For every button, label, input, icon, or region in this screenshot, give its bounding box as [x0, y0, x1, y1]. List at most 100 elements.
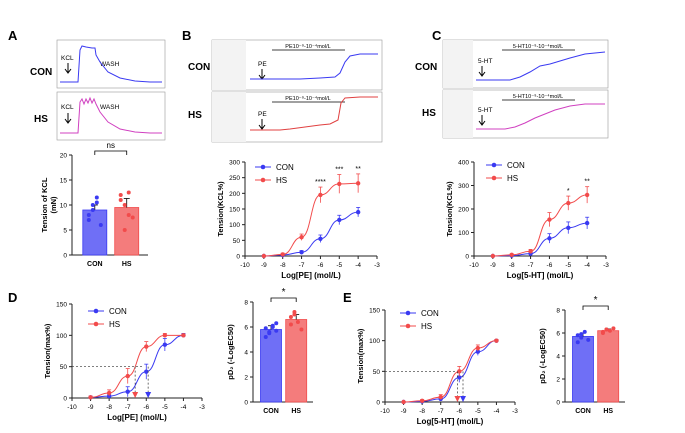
- bar-hs: [597, 330, 620, 403]
- data-point-con: [457, 375, 462, 380]
- y-tick-label: 0: [236, 254, 240, 261]
- legend-label-con: CON: [507, 161, 525, 170]
- legend-label-con: CON: [276, 163, 294, 172]
- data-point-hs: [355, 181, 361, 186]
- data-point-hs: [584, 192, 590, 198]
- arrow-down-icon: [478, 115, 486, 126]
- data-point-hs: [600, 331, 605, 335]
- significance-bracket: [582, 305, 609, 310]
- x-tick-label: -3: [374, 262, 380, 269]
- chart-a-bar: 0 5 10 15 20 Tension of KCL (mN) CON HS ns: [40, 141, 148, 268]
- data-point-con: [337, 217, 342, 223]
- trace-pe-label-hs: PE: [258, 111, 267, 118]
- data-point-con: [586, 337, 591, 342]
- y-tick-label: 8: [244, 300, 248, 307]
- arrow-down-icon: [258, 119, 266, 130]
- x-tick-label: -10: [380, 408, 390, 415]
- trace-bar-label-c-con: 5-HT10⁻⁹-10⁻⁴mol/L: [513, 43, 563, 50]
- significance-label: ****: [315, 179, 326, 186]
- y-tick-label: 5: [63, 228, 67, 235]
- x-tick-label: -7: [528, 262, 534, 269]
- data-point-con: [90, 208, 95, 212]
- data-point-con: [98, 223, 103, 227]
- x-tick-label: -9: [88, 404, 94, 411]
- legend-marker: [491, 175, 497, 181]
- x-tick-label: HS: [122, 261, 132, 268]
- y-tick-label: 0: [556, 400, 560, 407]
- y-axis-label: Tension(KCL%): [445, 181, 454, 237]
- y-tick-label: 8: [556, 308, 560, 315]
- chart-e-line: -10 -9 -8 -7 -6 -5 -4 -3 0 50 100 150 Log[5-HT] (mol…: [356, 308, 518, 427]
- y-tick-label: 4: [556, 354, 560, 361]
- significance-label: *: [567, 188, 570, 195]
- trace-5ht-label-hs: 5-HT: [478, 107, 492, 114]
- trace-axis-strip: [443, 90, 473, 138]
- x-axis-label: Log[5-HT] (mol/L): [507, 271, 574, 280]
- data-point-hs: [611, 326, 616, 331]
- data-point-hs: [337, 181, 342, 187]
- y-tick-label: 100: [229, 222, 240, 229]
- x-tick-label: HS: [291, 408, 301, 415]
- x-tick-label: -6: [143, 404, 149, 411]
- data-point-hs: [318, 192, 323, 198]
- legend-marker: [260, 164, 266, 170]
- significance-bracket: [270, 297, 297, 302]
- data-point-hs: [88, 395, 93, 400]
- legend-marker: [93, 308, 99, 314]
- data-point-con: [547, 236, 552, 241]
- significance-bracket: [94, 150, 128, 155]
- bar-hs: [285, 319, 308, 403]
- x-tick-label: -8: [280, 262, 286, 269]
- data-point-hs: [295, 320, 300, 324]
- trace-bar-label-con: PE10⁻⁹-10⁻⁴mol/L: [285, 43, 330, 50]
- chart-d-bar: 0 2 4 6 8 pD₂ (-LogEC50) CON HS *: [226, 287, 313, 415]
- y-axis-label: Tension(max%): [43, 323, 52, 378]
- trace-kcl-label-hs: KCL: [61, 104, 74, 111]
- data-point-con: [263, 335, 268, 339]
- data-point-con: [125, 389, 130, 394]
- panel-c-hs-label: HS: [422, 108, 436, 119]
- data-point-hs: [457, 369, 462, 374]
- data-point-hs: [162, 333, 168, 338]
- data-point-hs: [299, 327, 304, 332]
- x-tick-label: -10: [469, 262, 479, 269]
- data-point-con: [162, 342, 168, 347]
- significance-label: ns: [107, 141, 115, 150]
- y-tick-label: 15: [60, 178, 68, 185]
- bar-con: [572, 336, 594, 403]
- trace-b-hs: [250, 96, 378, 131]
- y-tick-label: 150: [56, 302, 67, 309]
- data-point-hs: [122, 203, 127, 207]
- x-tick-label: -6: [547, 262, 553, 269]
- trace-frame-a-con: [56, 39, 166, 89]
- ec50-marker-hs: [454, 396, 461, 402]
- data-point-hs: [288, 315, 293, 319]
- panel-c-traces: CON HS 5-HT 5-HT 5-HT10⁻⁹-10⁻⁴mol/L 5-HT…: [415, 39, 609, 139]
- data-point-hs: [419, 398, 425, 403]
- data-point-con: [575, 340, 580, 345]
- data-point-con: [267, 331, 272, 336]
- x-tick-label: -4: [494, 408, 500, 415]
- data-point-hs: [118, 193, 123, 197]
- y-axis-label-unit: (mN): [49, 196, 58, 214]
- x-tick-label: -6: [456, 408, 462, 415]
- data-point-con: [582, 329, 587, 334]
- legend-label-hs: HS: [421, 322, 432, 331]
- y-tick-label: 0: [244, 400, 248, 407]
- legend-marker: [260, 177, 266, 183]
- data-point-hs: [126, 213, 131, 217]
- x-tick-label: -10: [67, 404, 77, 411]
- panel-letter-b: B: [182, 28, 191, 43]
- legend-marker: [405, 323, 411, 329]
- y-tick-label: 4: [244, 350, 248, 357]
- y-axis-label: pD₂ (-LogEC50): [538, 328, 547, 384]
- data-point-con: [263, 326, 268, 331]
- y-tick-label: 250: [229, 175, 240, 182]
- y-tick-label: 0: [63, 396, 67, 403]
- panel-a-con-label: CON: [30, 67, 52, 78]
- data-point-con: [355, 209, 361, 215]
- trace-axis-strip: [212, 40, 246, 90]
- x-tick-label: -5: [162, 404, 168, 411]
- data-point-hs: [181, 333, 186, 338]
